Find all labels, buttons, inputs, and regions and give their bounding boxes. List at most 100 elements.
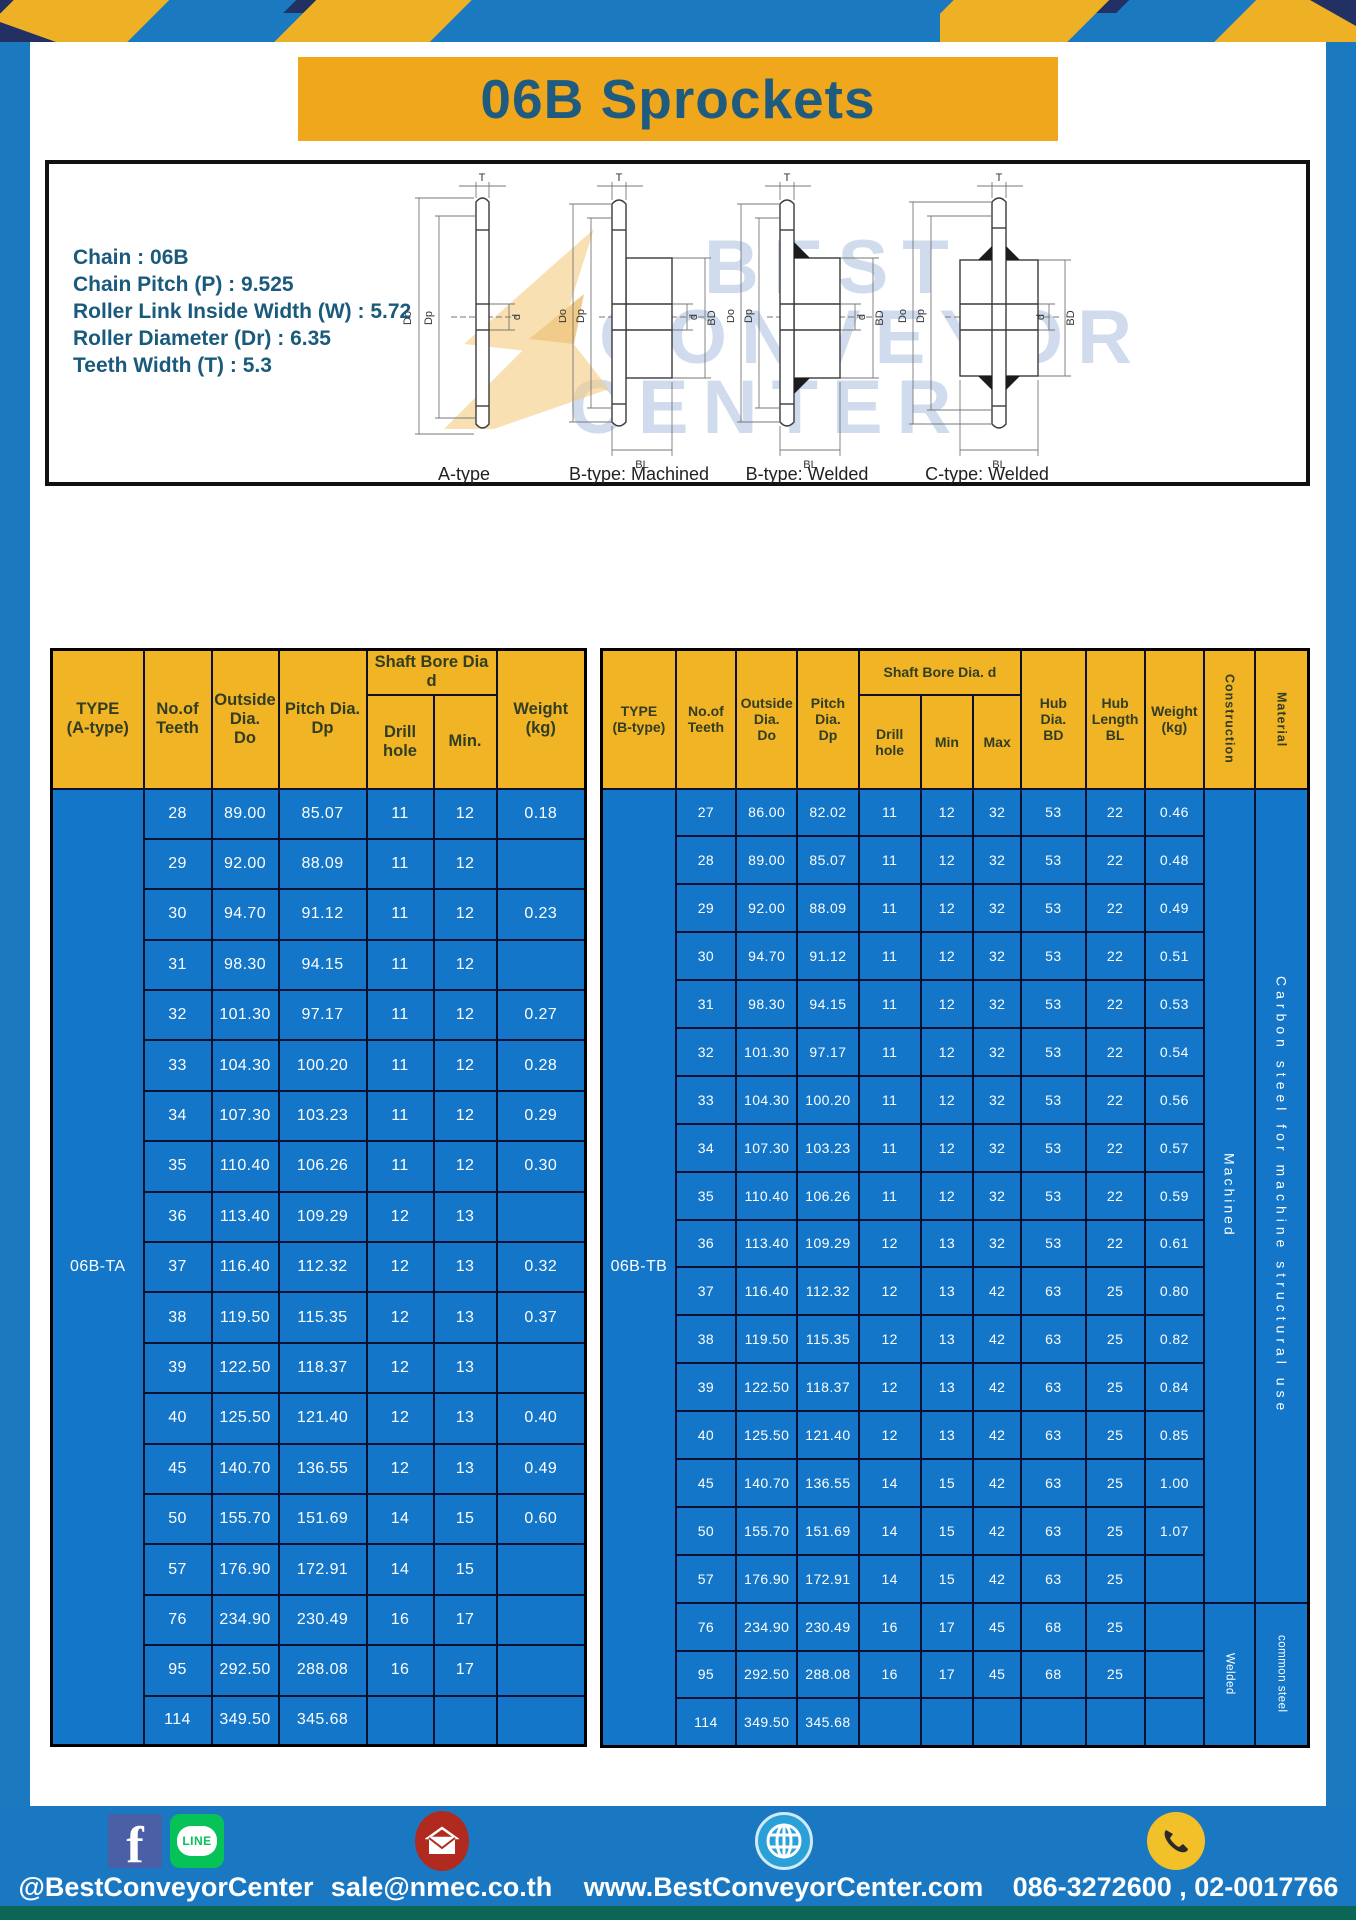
cell: 136.55 — [277, 1442, 368, 1495]
cell: 22 — [1084, 1170, 1146, 1221]
cell — [1143, 1553, 1205, 1604]
table-row: 33 104.30 100.20 11 12 0.28 — [52, 1039, 587, 1092]
cell: 0.49 — [495, 1442, 587, 1495]
cell: 32 — [142, 989, 213, 1042]
cell: 151.69 — [277, 1492, 368, 1546]
cell: 230.49 — [277, 1593, 368, 1647]
cell: 0.29 — [495, 1089, 587, 1143]
cell: 32 — [972, 787, 1023, 838]
cell — [495, 1593, 587, 1647]
cell: 12 — [365, 1190, 435, 1244]
footer-email[interactable]: sale@nmec.co.th — [321, 1811, 562, 1908]
material-cell: common steel — [1254, 1601, 1310, 1748]
cell: 91.12 — [277, 888, 368, 941]
cell: 116.40 — [735, 1266, 799, 1317]
cell: 12 — [365, 1392, 435, 1445]
cell: 0.56 — [1143, 1074, 1205, 1125]
cell: 12 — [919, 1170, 975, 1221]
cell: 63 — [1020, 1362, 1087, 1413]
cell: 97.17 — [796, 1026, 860, 1077]
cell: 22 — [1084, 883, 1146, 934]
cell: 292.50 — [735, 1649, 799, 1700]
cell: 42 — [972, 1410, 1023, 1460]
cell: 0.54 — [1143, 1026, 1205, 1077]
footer-social[interactable]: f LINE @BestConveyorCenter — [18, 1812, 314, 1908]
cell: 155.70 — [210, 1492, 280, 1546]
table-row: 39 122.50 118.37 12 13 — [52, 1341, 587, 1395]
table-row: 40 125.50 121.40 12 13 0.40 — [52, 1392, 587, 1445]
cell: 14 — [857, 1553, 922, 1604]
dim-label-t: T — [784, 172, 791, 184]
table-row: 06B-TA 28 89.00 85.07 11 12 0.18 — [50, 787, 587, 1747]
cell: 113.40 — [735, 1218, 799, 1269]
cell: 13 — [919, 1218, 975, 1269]
social-handle: @BestConveyorCenter — [18, 1872, 314, 1902]
table-row: 57 176.90 172.91 14 15 42 63 25 — [602, 1553, 1309, 1604]
cell: 22 — [1084, 1122, 1146, 1173]
cell: 63 — [1020, 1410, 1087, 1460]
cell: 0.53 — [1143, 979, 1205, 1029]
cell: 32 — [972, 1218, 1023, 1269]
cell: 0.48 — [1143, 835, 1205, 886]
table-row: 45 140.70 136.55 14 15 42 63 25 1.00 — [602, 1457, 1309, 1508]
cell — [495, 1341, 587, 1395]
cell — [1084, 1697, 1146, 1748]
cell: 0.46 — [1143, 787, 1205, 838]
header-hub-dia: Hub Dia. BD — [1020, 648, 1087, 790]
drawing-caption: A-type — [437, 464, 491, 484]
cell: 234.90 — [735, 1601, 799, 1652]
dim-label-bl: BL — [803, 459, 816, 471]
cell: 11 — [857, 883, 922, 934]
cell: 11 — [857, 1074, 922, 1125]
cell: 234.90 — [210, 1593, 280, 1647]
dim-label-bd: BD — [1065, 310, 1077, 325]
spec-line: Roller Link Inside Width (W) : 5.72 — [73, 300, 412, 323]
spec-line: Roller Diameter (Dr) : 6.35 — [73, 327, 331, 350]
cell: 37 — [674, 1266, 738, 1317]
cell: 12 — [432, 837, 498, 891]
dim-label-bd: BD — [874, 310, 886, 325]
footer-website[interactable]: www.BestConveyorCenter.com — [571, 1812, 996, 1908]
drawing-c-type-welded: T Do Dp d BD BL C-type: Welded — [897, 172, 1077, 485]
stripe-group-left — [0, 0, 528, 42]
table-row: 30 94.70 91.12 11 12 0.23 — [52, 888, 587, 941]
cell: 0.80 — [1143, 1266, 1205, 1317]
cell: 0.18 — [495, 787, 587, 840]
table-a-body: 06B-TA 28 89.00 85.07 11 12 0.18 29 92.00 88.09 11… — [50, 787, 587, 1747]
spec-line: Chain Pitch (P) : 9.525 — [73, 273, 294, 296]
cell: 0.32 — [495, 1241, 587, 1294]
cell: 0.61 — [1143, 1218, 1205, 1269]
cell: 13 — [432, 1241, 498, 1294]
cell: 288.08 — [796, 1649, 860, 1700]
cell: 12 — [365, 1442, 435, 1495]
table-row: 76 234.90 230.49 16 17 45 68 25 Welded common ste… — [602, 1601, 1310, 1748]
cell: 11 — [365, 888, 435, 941]
cell: 112.32 — [277, 1241, 368, 1294]
cell: 0.84 — [1143, 1362, 1205, 1413]
header-construction: Construction — [1202, 648, 1257, 790]
header-shaft-bore-group: Shaft Bore Dia. d — [857, 648, 1023, 696]
cell: 103.23 — [796, 1122, 860, 1173]
cell: 104.30 — [735, 1074, 799, 1125]
cell: 101.30 — [735, 1026, 799, 1077]
cell: 0.51 — [1143, 931, 1205, 982]
cell: 22 — [1084, 1074, 1146, 1125]
footer-phone[interactable]: 086-3272600 , 02-0017766 — [1005, 1812, 1346, 1908]
cell: 32 — [972, 979, 1023, 1029]
cell — [495, 837, 587, 891]
cell: 121.40 — [277, 1392, 368, 1445]
dim-label-bl: BL — [992, 459, 1005, 471]
cell: 109.29 — [796, 1218, 860, 1269]
cell: 0.57 — [1143, 1122, 1205, 1173]
cell: 122.50 — [735, 1362, 799, 1413]
cell: 11 — [857, 1026, 922, 1077]
table-b-type: TYPE (B-type) No.of Teeth Outside Dia. D… — [600, 648, 1310, 1748]
cell: 112.32 — [796, 1266, 860, 1317]
table-row: 50 155.70 151.69 14 15 0.60 — [52, 1492, 587, 1546]
cell: 11 — [857, 1122, 922, 1173]
table-row: 37 116.40 112.32 12 13 42 63 25 0.80 — [602, 1266, 1309, 1317]
title-banner: 06B Sprockets — [298, 57, 1058, 141]
cell: 0.82 — [1143, 1314, 1205, 1365]
cell: 53 — [1020, 1170, 1087, 1221]
header-type: TYPE (A-type) — [50, 648, 145, 790]
